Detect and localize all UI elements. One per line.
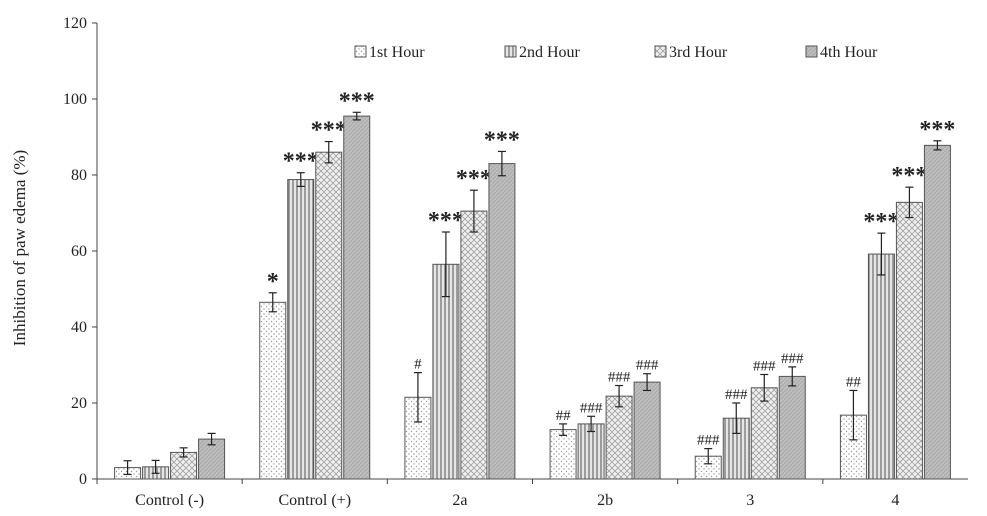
y-tick-label: 20 [71,395,87,412]
legend-label: 2nd Hour [519,44,581,61]
significance-label: *** [339,88,375,114]
bar [259,301,287,480]
x-tick-label: 2b [597,492,613,509]
significance-label: * [267,269,279,295]
bar [577,423,605,480]
y-tick-label: 80 [71,167,87,184]
y-tick-label: 60 [71,243,87,260]
bar [549,429,577,480]
legend-swatch [354,45,367,58]
x-tick-label: Control (-) [135,492,204,509]
y-tick-label: 100 [63,91,87,108]
significance-label: ### [781,351,804,367]
y-tick-label: 0 [79,471,87,488]
significance-label: *** [484,127,520,153]
bar [198,438,226,480]
bar [343,115,371,480]
significance-label: ### [697,433,720,449]
significance-label: *** [891,163,927,189]
bar [923,144,951,480]
y-tick-label: 40 [71,319,87,336]
significance-label: *** [311,118,347,144]
significance-label: ### [580,400,603,416]
bar [867,253,895,480]
x-tick-label: Control (+) [278,492,351,509]
legend-label: 3rd Hour [669,44,728,61]
x-tick-label: 4 [891,492,899,509]
bar [633,381,661,480]
bar [460,210,488,480]
y-axis-label: Inhibition of paw edema (%) [10,150,29,346]
legend-label: 4th Hour [820,44,878,61]
bar [895,201,923,480]
significance-label: ## [556,408,572,424]
bar [778,375,806,480]
x-tick-label: 2a [452,492,467,509]
legend-label: 1st Hour [369,44,425,61]
legend-swatch [805,45,818,58]
significance-label: *** [863,209,899,235]
x-tick-label: 3 [746,492,754,509]
y-tick-label: 120 [63,15,87,32]
significance-label: ### [753,359,776,375]
significance-label: *** [456,166,492,192]
bar [488,163,516,480]
significance-label: ### [608,370,631,386]
significance-label: *** [428,208,464,234]
significance-label: ### [725,387,748,403]
bar [315,151,343,480]
significance-label: *** [919,117,955,143]
bar [287,179,315,480]
bar [432,263,460,480]
significance-label: ## [846,374,862,390]
significance-label: # [414,357,422,373]
bar [605,395,633,480]
legend-swatch [504,45,517,58]
significance-label: ### [636,358,659,374]
legend-swatch [654,45,667,58]
significance-label: *** [283,149,319,175]
